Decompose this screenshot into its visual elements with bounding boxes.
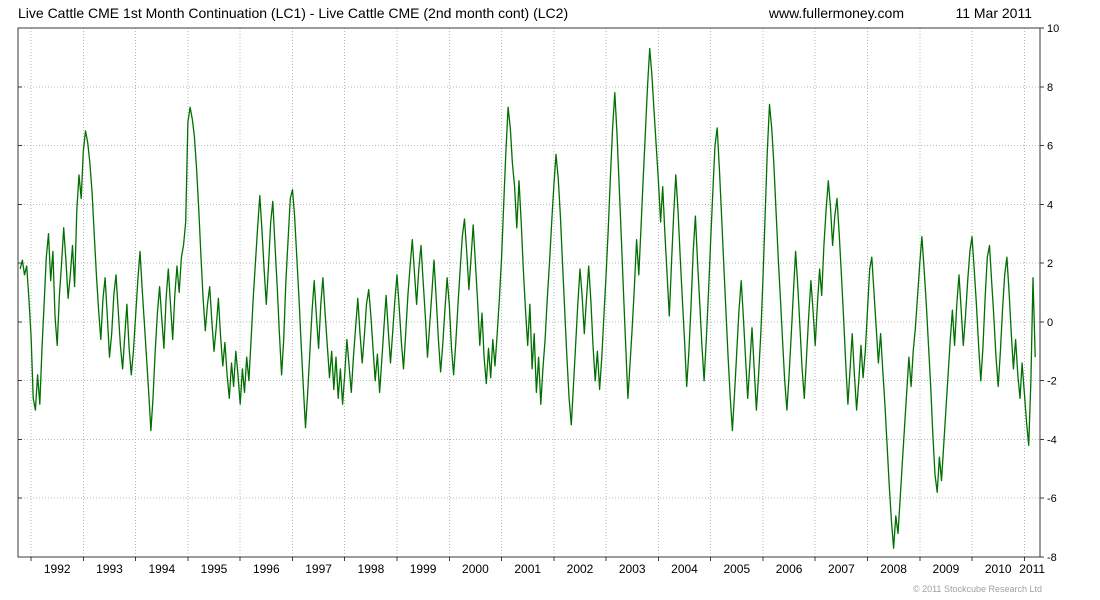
x-tick-label: 2002 xyxy=(567,562,594,576)
copyright-notice: © 2011 Stockcube Research Ltd xyxy=(912,584,1042,594)
x-tick-label: 1995 xyxy=(201,562,228,576)
x-tick-label: 1993 xyxy=(96,562,123,576)
x-tick-label: 2009 xyxy=(933,562,960,576)
x-tick-label: 2011 xyxy=(1019,562,1045,576)
x-tick-label: 2006 xyxy=(776,562,803,576)
y-tick-label: 0 xyxy=(1047,317,1053,329)
x-tick-label: 1999 xyxy=(410,562,437,576)
y-tick-label: 8 xyxy=(1047,82,1053,94)
x-tick-label: 1997 xyxy=(305,562,332,576)
y-tick-label: 6 xyxy=(1047,141,1053,153)
website-label: www.fullermoney.com xyxy=(768,5,904,21)
x-tick-label: 1994 xyxy=(148,562,175,576)
y-tick-label: 10 xyxy=(1047,23,1059,35)
x-tick-label: 2005 xyxy=(723,562,750,576)
plot-border xyxy=(17,27,1041,558)
y-tick-label: 2 xyxy=(1047,258,1053,270)
x-tick-label: 2000 xyxy=(462,562,489,576)
y-tick-label: -8 xyxy=(1047,552,1057,564)
y-tick-label: -4 xyxy=(1047,434,1057,446)
y-tick-label: 4 xyxy=(1047,199,1053,211)
x-tick-label: 2010 xyxy=(985,562,1012,576)
x-tick-label: 2008 xyxy=(880,562,907,576)
y-tick-label: -2 xyxy=(1047,376,1057,388)
x-tick-label: 1996 xyxy=(253,562,280,576)
x-tick-label: 2003 xyxy=(619,562,646,576)
chart-date: 11 Mar 2011 xyxy=(955,5,1032,21)
x-tick-label: 2004 xyxy=(671,562,698,576)
x-tick-label: 2007 xyxy=(828,562,855,576)
x-tick-label: 1992 xyxy=(44,562,71,576)
chart-title: Live Cattle CME 1st Month Continuation (… xyxy=(18,5,569,21)
y-tick-label: -6 xyxy=(1047,493,1057,505)
x-tick-label: 1998 xyxy=(358,562,385,576)
spread-series-line xyxy=(19,47,1036,549)
x-tick-label: 2001 xyxy=(514,562,541,576)
